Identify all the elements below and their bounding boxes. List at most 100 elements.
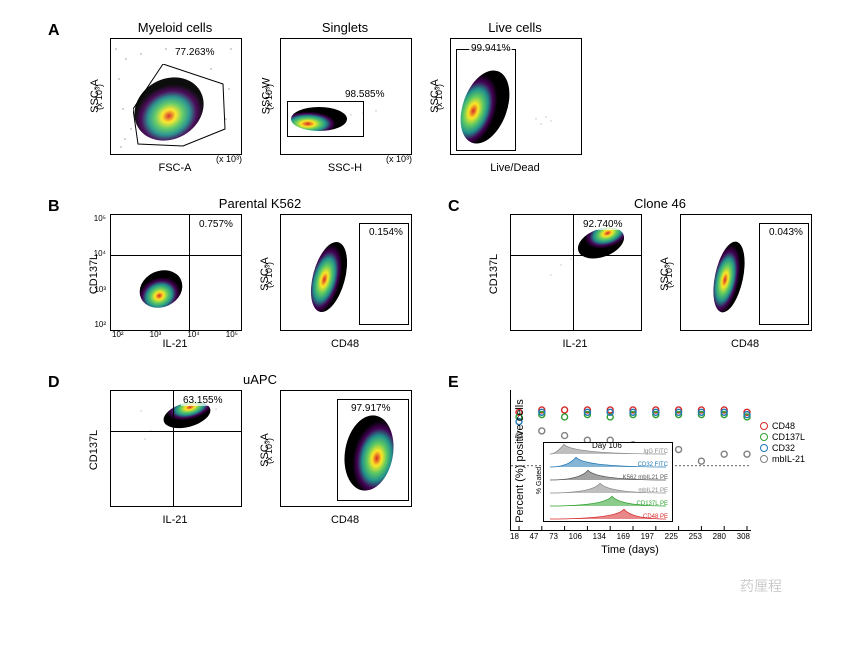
plot-clone46-cd48: 0.043% xyxy=(680,214,812,331)
xlabel-clone46-q: IL-21 xyxy=(510,338,640,350)
gate-pct-uapc-q: 63.155% xyxy=(181,395,224,406)
xtick: 134 xyxy=(593,532,606,541)
yticks-log-b1: 10²10³10⁴10⁵ xyxy=(80,214,106,329)
panel-label-E: E xyxy=(448,374,459,392)
legend-label: CD32 xyxy=(772,443,795,453)
xlabel-timecourse: Time (days) xyxy=(510,544,750,556)
gate-box-singlets xyxy=(287,101,364,137)
xlabel-parental-cd48: CD48 xyxy=(280,338,410,350)
legend-label: CD137L xyxy=(772,432,805,442)
gate-pct-clone46-cd48: 0.043% xyxy=(767,227,805,238)
panel-label-D: D xyxy=(48,374,60,392)
quad-h-parental xyxy=(111,255,241,256)
gate-pct-live: 99.941% xyxy=(469,43,512,54)
xticks-timecourse: 184773106134169197225253280308 xyxy=(510,532,750,541)
plot-parental-cd48: 0.154% xyxy=(280,214,412,331)
legend-timecourse: CD48CD137LCD32mbIL-21 xyxy=(760,420,805,465)
quad-h-uapc xyxy=(111,431,241,432)
scatter-uapc-il21 xyxy=(111,391,241,506)
title-singlets: Singlets xyxy=(280,20,410,35)
yunit-myeloid: (x 10³) xyxy=(94,84,104,110)
plot-live: 99.941% xyxy=(450,38,582,155)
xtick: 47 xyxy=(530,532,539,541)
xtick: 253 xyxy=(689,532,702,541)
legend-dot-icon xyxy=(760,422,768,430)
yunit-parental-cd48: (x 10³) xyxy=(264,262,274,288)
quad-h-clone46 xyxy=(511,255,641,256)
legend-item: CD32 xyxy=(760,443,805,453)
plot-clone46-q: 92.740% xyxy=(510,214,642,331)
inset-ylabel: % Gated xyxy=(536,467,543,494)
watermark-text: 药厘程 xyxy=(740,576,782,596)
title-live: Live cells xyxy=(450,20,580,35)
xtick: 18 xyxy=(510,532,519,541)
svg-text:K562 mbIL21 PE: K562 mbIL21 PE xyxy=(623,475,668,481)
xunit-singlets: (x 10³) xyxy=(386,154,412,164)
yunit-clone46-cd48: (x 10³) xyxy=(664,262,674,288)
yunit-singlets: (x 10³) xyxy=(264,84,274,110)
xticks-log-b1: 10²10³10⁴10⁵ xyxy=(112,330,238,339)
svg-text:CD137L PE: CD137L PE xyxy=(637,501,668,507)
xunit-myeloid: (x 10³) xyxy=(216,154,242,164)
panel-label-B: B xyxy=(48,198,60,216)
inset-svg: IgG FITC CD32 FITC K562 mbIL21 PE mbIL21 PE… xyxy=(544,443,672,521)
figure-root: A Myeloid cells Singlets Live cells 77.2… xyxy=(20,20,845,631)
xtick: 308 xyxy=(737,532,750,541)
quad-v-uapc xyxy=(173,391,174,506)
legend-label: CD48 xyxy=(772,421,795,431)
scatter-parental-il21 xyxy=(111,215,241,330)
xlabel-parental-q: IL-21 xyxy=(110,338,240,350)
title-uapc: uAPC xyxy=(110,372,410,387)
panel-label-C: C xyxy=(448,198,460,216)
scatter-clone46-il21 xyxy=(511,215,641,330)
legend-dot-icon xyxy=(760,455,768,463)
title-clone46: Clone 46 xyxy=(510,196,810,211)
gate-pct-myeloid: 77.263% xyxy=(173,47,216,58)
svg-text:CD32 FITC: CD32 FITC xyxy=(638,462,669,468)
plot-parental-q: 0.757% xyxy=(110,214,242,331)
legend-label: mbIL-21 xyxy=(772,454,805,464)
quad-v-parental xyxy=(189,215,190,330)
xlabel-uapc-cd48: CD48 xyxy=(280,514,410,526)
legend-item: CD48 xyxy=(760,421,805,431)
plot-singlets: 98.585% xyxy=(280,38,412,155)
inset-histograms: Day 106 % Gated IgG FITCCD32 FITCK562 mb… xyxy=(543,442,673,522)
plot-myeloid: 77.263% xyxy=(110,38,242,155)
xtick: 73 xyxy=(549,532,558,541)
gate-box-clone46-cd48 xyxy=(759,223,809,325)
plot-timecourse: Day 106 % Gated IgG FITCCD32 FITCK562 mb… xyxy=(510,390,751,531)
xlabel-uapc-q: IL-21 xyxy=(110,514,240,526)
gate-pct-parental-cd48: 0.154% xyxy=(367,227,405,238)
ylabel-clone46-q: CD137L xyxy=(488,254,500,294)
svg-text:mbIL21 PE: mbIL21 PE xyxy=(638,488,668,494)
panel-label-A: A xyxy=(48,22,60,40)
yunit-uapc-cd48: (x 10³) xyxy=(264,438,274,464)
gate-pct-clone46-q: 92.740% xyxy=(581,219,624,230)
gate-pct-singlets: 98.585% xyxy=(343,89,386,100)
legend-dot-icon xyxy=(760,433,768,441)
title-myeloid: Myeloid cells xyxy=(110,20,240,35)
xtick: 197 xyxy=(641,532,654,541)
legend-item: CD137L xyxy=(760,432,805,442)
gate-polygon-myeloid xyxy=(133,64,228,149)
gate-pct-parental-q: 0.757% xyxy=(197,219,235,230)
xlabel-live: Live/Dead xyxy=(450,162,580,174)
xtick: 280 xyxy=(713,532,726,541)
ylabel-timecourse: Percent (%) positive cells xyxy=(514,399,526,523)
gate-box-live xyxy=(456,49,516,151)
plot-uapc-q: 63.155% xyxy=(110,390,242,507)
xtick: 169 xyxy=(617,532,630,541)
legend-item: mbIL-21 xyxy=(760,454,805,464)
xtick: 225 xyxy=(665,532,678,541)
plot-uapc-cd48: 97.917% xyxy=(280,390,412,507)
gate-box-uapc-cd48 xyxy=(337,399,409,501)
svg-text:IgG FITC: IgG FITC xyxy=(643,449,668,455)
legend-dot-icon xyxy=(760,444,768,452)
yunit-live: (x 10³) xyxy=(434,84,444,110)
gate-box-parental-cd48 xyxy=(359,223,409,325)
xlabel-clone46-cd48: CD48 xyxy=(680,338,810,350)
gate-pct-uapc-cd48: 97.917% xyxy=(349,403,392,414)
svg-text:CD48 PE: CD48 PE xyxy=(643,514,668,520)
title-parental: Parental K562 xyxy=(110,196,410,211)
ylabel-uapc-q: CD137L xyxy=(88,430,100,470)
